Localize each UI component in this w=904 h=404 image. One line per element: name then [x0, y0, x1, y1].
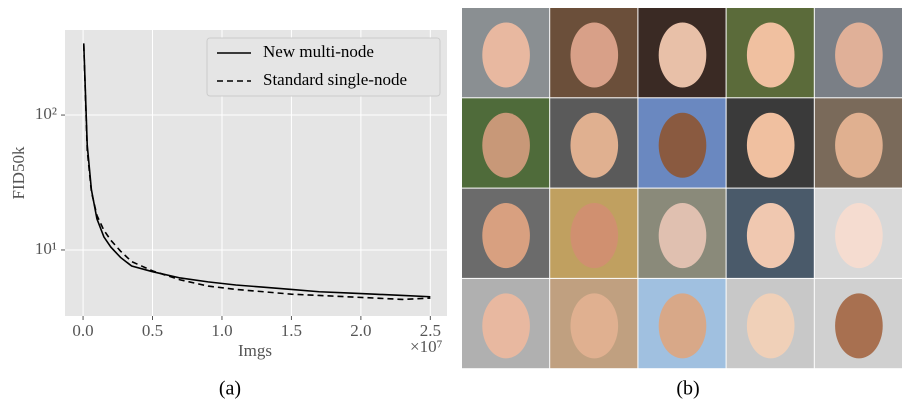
y-tick-label: 10¹	[35, 239, 57, 258]
caption: (a)	[219, 378, 241, 400]
x-tick-label: 2.0	[350, 321, 371, 340]
face	[482, 22, 530, 87]
face	[482, 113, 530, 178]
face	[835, 113, 883, 178]
face	[659, 203, 707, 268]
face	[482, 203, 530, 268]
image-grid	[462, 8, 902, 368]
x-tick-label: 0.0	[72, 321, 93, 340]
legend-label: New multi-node	[263, 42, 374, 61]
face	[835, 293, 883, 358]
face	[747, 293, 795, 358]
face	[747, 22, 795, 87]
face	[747, 113, 795, 178]
face	[570, 22, 618, 87]
x-tick-label: 0.5	[142, 321, 163, 340]
face	[747, 203, 795, 268]
face	[570, 293, 618, 358]
y-tick-label: 10²	[35, 104, 57, 123]
face	[659, 293, 707, 358]
y-axis-label: FID50k	[9, 146, 28, 199]
face	[659, 22, 707, 87]
x-tick-label: 2.5	[420, 321, 441, 340]
face	[570, 113, 618, 178]
face	[835, 203, 883, 268]
legend-label: Standard single-node	[263, 70, 407, 89]
face	[482, 293, 530, 358]
caption: (b)	[676, 378, 699, 400]
x-axis-label: Imgs	[238, 341, 272, 360]
figure: Imgs FID50k ×10⁷ (a) (b) 0.00.51.01.52.0…	[0, 0, 904, 404]
x-tick-label: 1.5	[281, 321, 302, 340]
x-tick-label: 1.0	[211, 321, 232, 340]
face	[659, 113, 707, 178]
face	[570, 203, 618, 268]
face	[835, 22, 883, 87]
